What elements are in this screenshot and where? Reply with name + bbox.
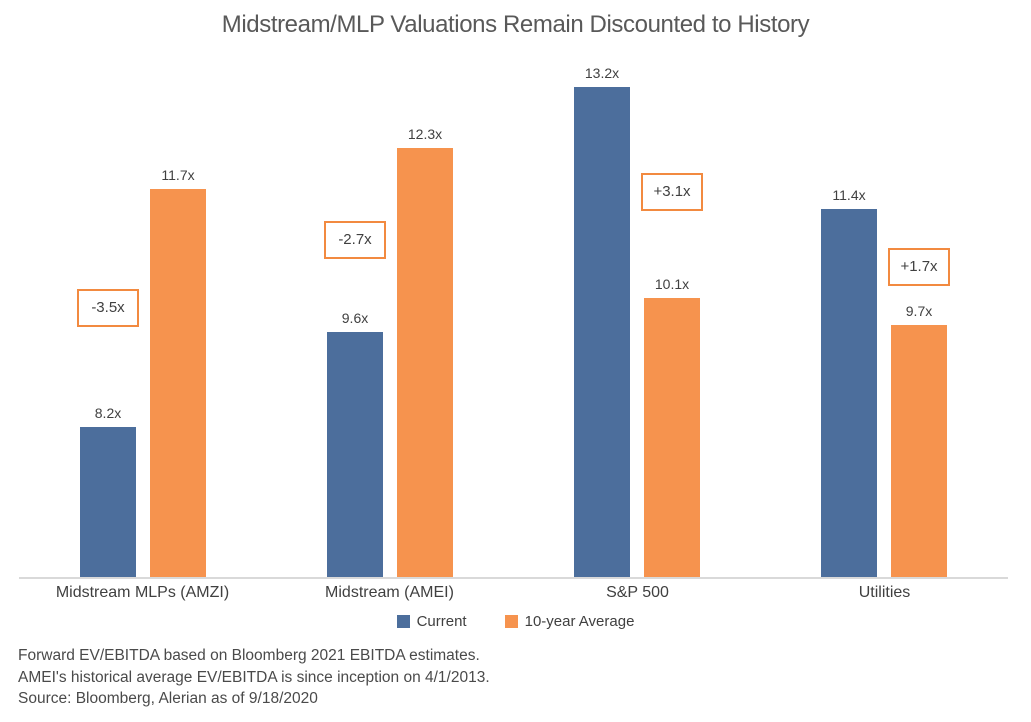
legend-item-average: 10-year Average [504, 613, 635, 630]
x-axis-label-0: Midstream MLPs (AMZI) [55, 584, 230, 601]
chart-title: Midstream/MLP Valuations Remain Discount… [221, 11, 810, 38]
legend-swatch-average-icon [504, 615, 518, 628]
bar-current-0 [80, 427, 136, 577]
legend-swatch-current-icon [396, 615, 410, 628]
diff-callout-1: -2.7x [324, 221, 386, 259]
bar-value-label-current-2: 13.2x [584, 65, 620, 81]
x-axis-labels: Midstream MLPs (AMZI) Midstream (AMEI) S&P… [19, 584, 1008, 606]
plot-area: 8.2x 11.7x -3.5x 9.6x 12.3x -2.7x 13.2x 10.1x +3… [19, 39, 1008, 577]
bar-value-label-current-0: 8.2x [94, 405, 122, 421]
x-axis-label-1: Midstream (AMEI) [325, 584, 454, 601]
bar-average-2 [644, 298, 700, 577]
diff-callout-2: +3.1x [641, 173, 703, 211]
footnote-line: Source: Bloomberg, Alerian as of 9/18/20… [18, 690, 318, 707]
bar-value-label-average-2: 10.1x [654, 276, 690, 292]
x-axis-line [19, 577, 1008, 579]
x-axis-label-3: Utilities [858, 584, 911, 601]
footnote-line: Forward EV/EBITDA based on Bloomberg 202… [18, 647, 480, 664]
footnote-line: AMEI's historical average EV/EBITDA is s… [18, 668, 490, 686]
legend-label-current: Current [416, 613, 467, 630]
bar-value-label-current-3: 11.4x [832, 187, 866, 203]
diff-callout-3: +1.7x [888, 248, 950, 286]
bar-value-label-current-1: 9.6x [341, 310, 369, 326]
bar-average-3 [891, 325, 947, 577]
legend: Current 10-year Average [0, 613, 1031, 630]
bar-value-label-average-1: 12.3x [407, 126, 443, 142]
footnotes: Forward EV/EBITDA based on Bloomberg 202… [18, 645, 490, 710]
bar-average-0 [150, 189, 206, 577]
bar-current-1 [327, 332, 383, 577]
bar-current-3 [821, 209, 877, 577]
bar-average-1 [397, 148, 453, 577]
x-axis-label-2: S&P 500 [606, 584, 669, 601]
bar-value-label-average-0: 11.7x [161, 167, 195, 183]
bar-value-label-average-3: 9.7x [905, 303, 933, 319]
legend-label-average: 10-year Average [524, 613, 635, 630]
diff-callout-0: -3.5x [77, 289, 139, 327]
bar-current-2 [574, 87, 630, 577]
legend-item-current: Current [396, 613, 467, 630]
